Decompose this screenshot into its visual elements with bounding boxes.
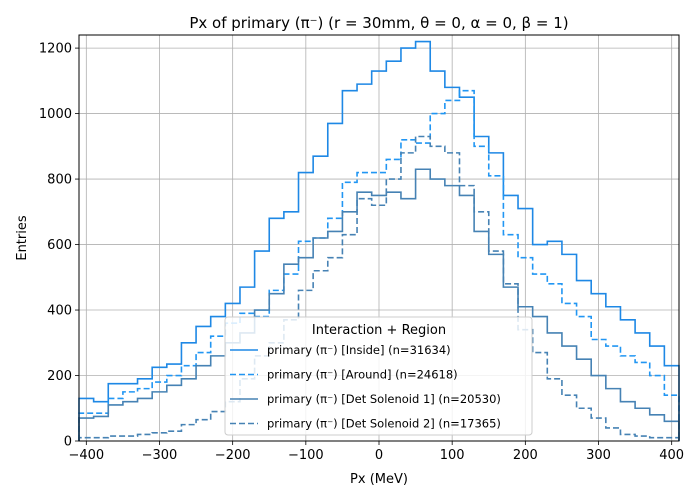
legend-label-1: primary (π⁻) [Inside] (n=31634): [267, 343, 451, 357]
series-3-step-line: [78, 168, 680, 441]
y-tick-label: 1000: [39, 107, 72, 122]
y-tick-label: 600: [47, 238, 72, 253]
legend-entries: primary (π⁻) [Inside] (n=31634) primary (…: [230, 343, 501, 431]
legend-box: [224, 316, 533, 436]
y-axis-label: Entries: [15, 215, 30, 261]
legend-label-4: primary (π⁻) [Det Solenoid 2] (n=17365): [267, 417, 501, 431]
legend: Interaction + Region primary (π⁻) [Insid…: [224, 316, 533, 436]
legend-label-3: primary (π⁻) [Det Solenoid 1] (n=20530): [267, 392, 501, 406]
series-2-step-line: [78, 89, 680, 441]
series-group: [78, 40, 680, 441]
x-tick-label: 400: [659, 448, 684, 463]
x-tick-label: 300: [586, 448, 611, 463]
x-tick-label: 100: [440, 448, 465, 463]
x-tick-label: −100: [288, 448, 324, 463]
series-4-step-line: [78, 135, 680, 441]
legend-title: Interaction + Region: [312, 323, 446, 338]
y-tick-label: 1200: [39, 42, 72, 57]
x-tick-label: −300: [142, 448, 178, 463]
x-tick-label: 200: [513, 448, 538, 463]
x-tick-label: −200: [215, 448, 251, 463]
x-tick-label: −400: [68, 448, 104, 463]
y-tick-label: 400: [47, 304, 72, 319]
y-tick-label: 0: [64, 435, 72, 450]
y-tick-label: 800: [47, 173, 72, 188]
x-tick-label: 0: [375, 448, 383, 463]
series-1-step-line: [78, 40, 680, 441]
legend-label-2: primary (π⁻) [Around] (n=24618): [267, 368, 458, 382]
x-axis-label: Px (MeV): [350, 472, 408, 487]
y-tick-label: 200: [47, 369, 72, 384]
chart-title: Px of primary (π⁻) (r = 30mm, θ = 0, α =…: [189, 14, 568, 32]
ticks: −400 −300 −200 −100 0 100 200 300 400 0 200 400 600 8…: [39, 42, 684, 463]
